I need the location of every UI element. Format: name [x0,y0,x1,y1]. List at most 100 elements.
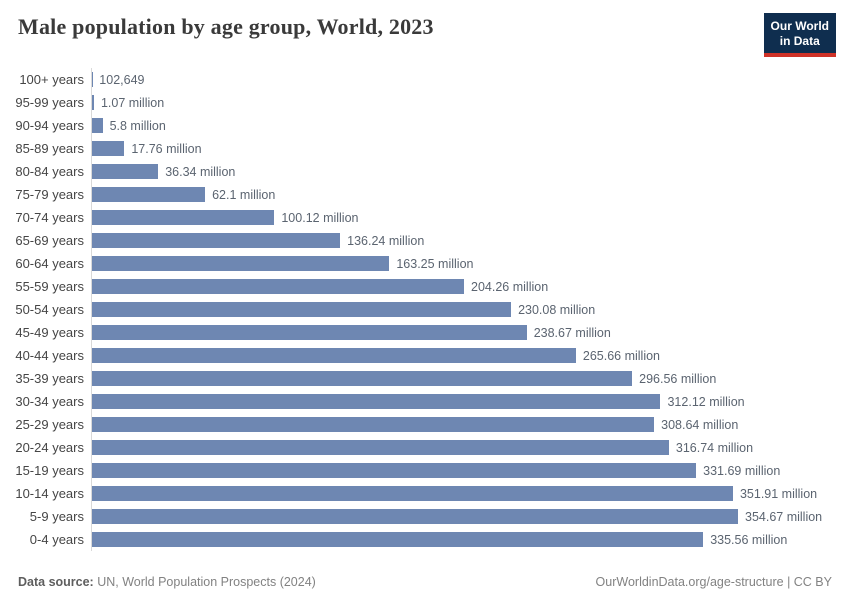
bar [92,325,527,340]
bar [92,256,390,271]
age-group-label: 20-24 years [15,440,84,455]
chart-row: 0-4 years 335.56 million [14,528,850,551]
data-source-label: Data source: [18,575,94,589]
bar [92,187,206,202]
age-group-label: 75-79 years [15,187,84,202]
data-source: Data source: UN, World Population Prospe… [18,575,316,589]
plot-area: 204.26 million [91,275,850,298]
plot-area: 238.67 million [91,321,850,344]
value-label: 316.74 million [675,440,754,455]
chart-row: 40-44 years 265.66 million [14,344,850,367]
age-group-label: 40-44 years [15,348,84,363]
chart-row: 5-9 years 354.67 million [14,505,850,528]
age-group-label: 60-64 years [15,256,84,271]
value-label: 163.25 million [396,256,474,271]
chart-title: Male population by age group, World, 202… [18,14,434,39]
chart-row: 80-84 years 36.34 million [14,160,850,183]
bar [92,486,733,501]
plot-area: 312.12 million [91,390,850,413]
value-label: 17.76 million [131,141,202,156]
age-group-label: 100+ years [19,72,84,87]
age-group-label: 70-74 years [15,210,84,225]
chart-row: 70-74 years 100.12 million [14,206,850,229]
value-label: 331.69 million [703,463,781,478]
bar [92,233,341,248]
value-label: 136.24 million [347,233,425,248]
bar [92,440,669,455]
age-group-label: 25-29 years [15,417,84,432]
bar [92,532,704,547]
chart-row: 20-24 years 316.74 million [14,436,850,459]
value-label: 62.1 million [212,187,276,202]
plot-area: 230.08 million [91,298,850,321]
bar [92,118,103,133]
age-group-label: 85-89 years [15,141,84,156]
bar [92,348,576,363]
plot-area: 351.91 million [91,482,850,505]
owid-logo-line1: Our World [770,19,829,33]
plot-area: 5.8 million [91,114,850,137]
age-group-label: 45-49 years [15,325,84,340]
age-group-label: 30-34 years [15,394,84,409]
age-group-label: 10-14 years [15,486,84,501]
bar [92,371,633,386]
chart-row: 75-79 years 62.1 million [14,183,850,206]
chart-row: 65-69 years 136.24 million [14,229,850,252]
value-label: 1.07 million [100,95,165,110]
bar [92,417,655,432]
age-group-label: 15-19 years [15,463,84,478]
bar-chart: 100+ years 102,649 95-99 years 1.07 million… [14,68,850,551]
bar [92,302,512,317]
plot-area: 102,649 [91,68,850,91]
value-label: 351.91 million [739,486,818,501]
bar [92,95,94,110]
bar [92,279,465,294]
bar [92,141,125,156]
plot-area: 308.64 million [91,413,850,436]
plot-area: 163.25 million [91,252,850,275]
bar [92,210,275,225]
bar [92,509,738,524]
plot-area: 100.12 million [91,206,850,229]
bar [92,463,697,478]
credit-line: OurWorldinData.org/age-structure | CC BY [595,575,832,589]
plot-area: 62.1 million [91,183,850,206]
age-group-label: 80-84 years [15,164,84,179]
chart-row: 45-49 years 238.67 million [14,321,850,344]
value-label: 100.12 million [281,210,359,225]
chart-row: 60-64 years 163.25 million [14,252,850,275]
bar [92,394,661,409]
age-group-label: 35-39 years [15,371,84,386]
age-group-label: 95-99 years [15,95,84,110]
age-group-label: 90-94 years [15,118,84,133]
value-label: 312.12 million [667,394,745,409]
value-label: 102,649 [99,72,145,87]
owid-logo-line2: in Data [779,34,820,48]
chart-footer: Data source: UN, World Population Prospe… [18,575,832,589]
value-label: 308.64 million [661,417,739,432]
plot-area: 17.76 million [91,137,850,160]
plot-area: 335.56 million [91,528,850,551]
chart-row: 90-94 years 5.8 million [14,114,850,137]
chart-row: 55-59 years 204.26 million [14,275,850,298]
chart-row: 25-29 years 308.64 million [14,413,850,436]
chart-row: 85-89 years 17.76 million [14,137,850,160]
plot-area: 265.66 million [91,344,850,367]
value-label: 230.08 million [518,302,596,317]
value-label: 335.56 million [710,532,788,547]
age-group-label: 65-69 years [15,233,84,248]
plot-area: 136.24 million [91,229,850,252]
value-label: 265.66 million [582,348,661,363]
bar [92,164,159,179]
plot-area: 316.74 million [91,436,850,459]
value-label: 354.67 million [745,509,823,524]
chart-row: 15-19 years 331.69 million [14,459,850,482]
chart-row: 30-34 years 312.12 million [14,390,850,413]
plot-area: 36.34 million [91,160,850,183]
age-group-label: 5-9 years [29,509,84,524]
owid-logo: Our World in Data [763,13,836,57]
value-label: 296.56 million [639,371,717,386]
value-label: 204.26 million [471,279,549,294]
plot-area: 331.69 million [91,459,850,482]
value-label: 5.8 million [109,118,166,133]
